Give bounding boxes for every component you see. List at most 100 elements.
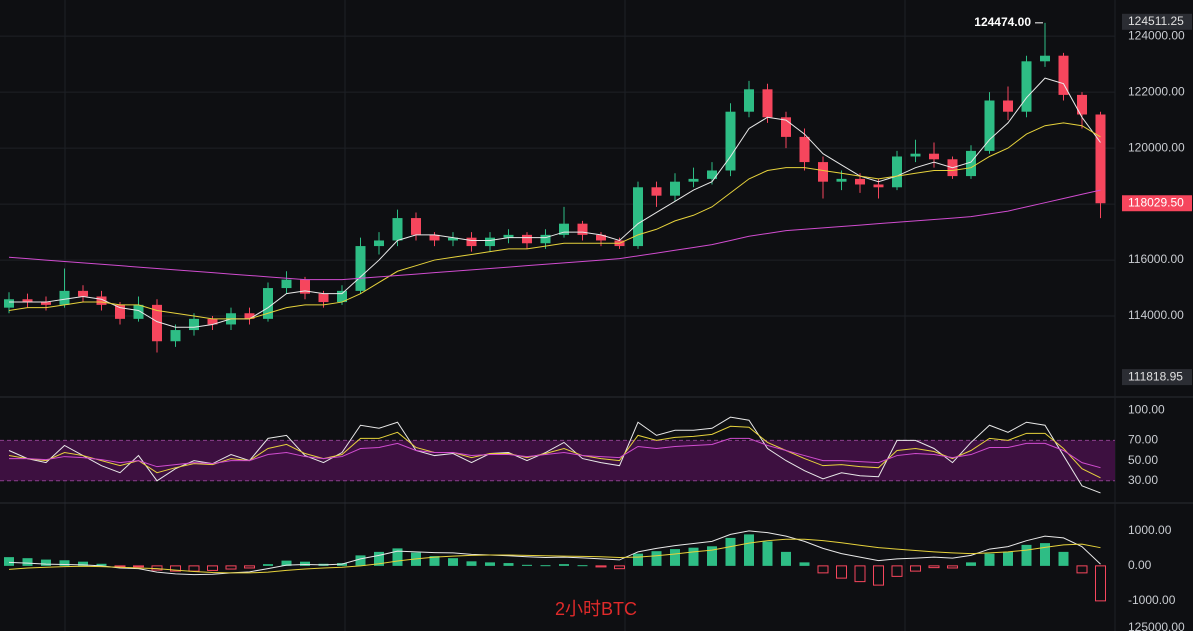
macd-bar — [854, 565, 866, 583]
candle-body — [152, 304, 162, 342]
candle-body — [799, 136, 810, 163]
candle-body — [1058, 55, 1069, 95]
macd-bar — [244, 565, 255, 569]
candle-body — [503, 234, 514, 238]
indicator-line — [8, 530, 1101, 576]
macd-bar — [4, 557, 14, 566]
candle-body — [577, 223, 588, 235]
macd-bar — [78, 561, 88, 566]
y-tick-label: 114000.00 — [1128, 308, 1184, 322]
candle-body — [170, 330, 181, 342]
candle-body — [300, 279, 310, 294]
macd-bar — [1003, 551, 1013, 566]
candle-body — [22, 299, 33, 303]
macd-bar — [225, 565, 237, 570]
y-tick-label: 70.00 — [1128, 433, 1158, 447]
candle-body — [485, 237, 495, 247]
candle-body — [1021, 61, 1032, 112]
indicator-line — [8, 416, 1101, 494]
candle-body — [855, 178, 865, 185]
candle-body — [725, 111, 736, 171]
macd-bar — [966, 562, 976, 566]
macd-bar — [207, 565, 218, 571]
price-label-box — [1122, 195, 1192, 212]
macd-bar — [817, 565, 829, 574]
vertical-grid — [64, 0, 906, 631]
macd-bar — [873, 565, 884, 586]
indicator-line — [8, 189, 1101, 281]
macd-bar — [781, 551, 791, 566]
candle-body — [96, 296, 107, 305]
candle-body — [392, 218, 403, 241]
macd-bar — [485, 562, 495, 566]
macd-bar — [1058, 551, 1069, 566]
macd-bar — [448, 558, 458, 566]
macd-bar — [762, 541, 773, 566]
macd-bar — [799, 562, 810, 566]
macd-bar — [1076, 565, 1088, 574]
candle-body — [41, 302, 51, 305]
chart-title: 2小时BTC — [555, 599, 637, 619]
macd-bar — [725, 537, 736, 566]
y-tick-label: 1000.00 — [1128, 523, 1172, 537]
candle-body — [189, 318, 199, 331]
y-tick-label: -1000.00 — [1128, 593, 1176, 607]
candle-body — [873, 184, 884, 188]
y-tick-label: 124000.00 — [1128, 28, 1185, 42]
macd-bar — [281, 560, 292, 566]
candle-body — [207, 318, 218, 325]
y-tick-label: 116000.00 — [1128, 252, 1184, 266]
rsi-band — [0, 440, 1115, 481]
macd-bar — [947, 565, 958, 569]
macd-bar — [595, 565, 607, 568]
candle-body — [984, 100, 995, 151]
candle-body — [355, 246, 366, 291]
candle-body — [59, 290, 70, 305]
candle-body — [1095, 114, 1106, 204]
macd-bar — [984, 553, 995, 566]
candle-body — [762, 89, 773, 118]
macd-bar — [263, 564, 273, 566]
macd-bar — [744, 534, 754, 566]
macd-bar — [1021, 544, 1032, 566]
price-label: 124511.25 — [1128, 14, 1184, 28]
candle-body — [78, 290, 88, 297]
candle-body — [688, 178, 699, 182]
y-tick-label: 0.00 — [1128, 558, 1152, 572]
macd-bar — [540, 565, 551, 567]
candle-body — [263, 288, 273, 319]
candle-body — [559, 223, 569, 235]
macd-bar — [59, 560, 70, 566]
macd-bar — [22, 558, 33, 566]
macd-bar — [910, 565, 921, 572]
macd-bar — [96, 563, 107, 566]
macd-bar — [836, 565, 847, 579]
candle-body — [522, 234, 532, 244]
macd-bar — [503, 563, 514, 566]
macd-bar — [1040, 543, 1050, 566]
candle-body — [836, 178, 847, 182]
y-tick-label: 120000.00 — [1128, 140, 1185, 154]
candle-body — [540, 234, 551, 244]
macd-bar — [707, 546, 717, 566]
macd-bar — [392, 548, 403, 566]
candle-body — [115, 304, 125, 319]
candle-body — [337, 290, 347, 303]
y-tick-label: 100.00 — [1128, 402, 1165, 416]
y-tick-label: 50.00 — [1128, 453, 1158, 467]
macd-bar — [466, 561, 477, 566]
candle-body — [818, 162, 828, 182]
candle-body — [429, 234, 440, 241]
candle-body — [929, 153, 939, 160]
indicator-line — [8, 122, 1101, 320]
price-label-box — [1122, 369, 1192, 386]
macd-bar — [41, 559, 51, 566]
macd-bar — [670, 549, 680, 566]
candle-body — [4, 299, 14, 308]
macd-bar — [1095, 565, 1106, 602]
indicator-line — [8, 538, 1101, 574]
macd-bar — [429, 556, 440, 566]
candle-body — [892, 156, 902, 188]
